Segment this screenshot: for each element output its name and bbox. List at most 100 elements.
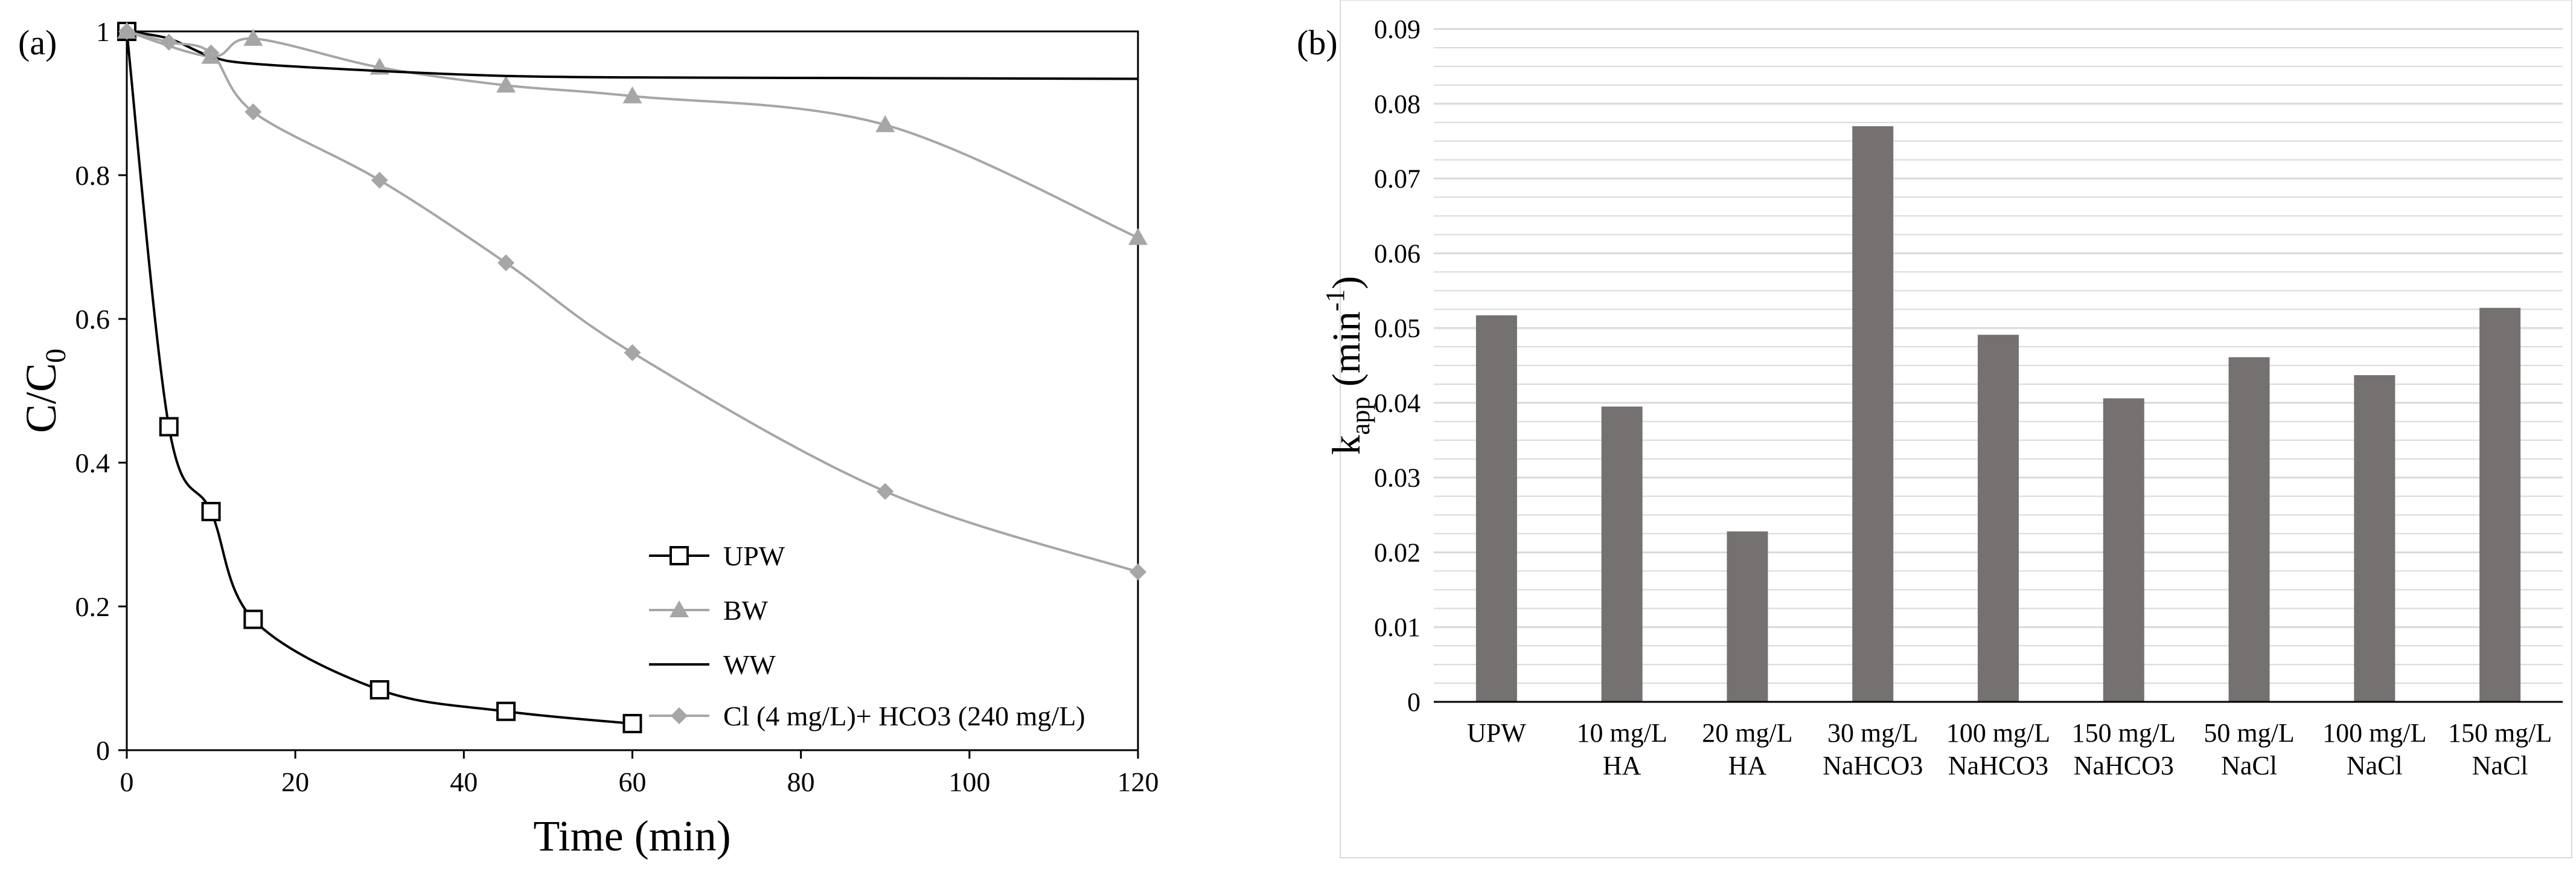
legend-bw-marker [670,600,689,617]
x-tick-label-40: 40 [450,766,478,797]
series-bw [117,22,1148,245]
x-category-line-10-mg-l-ha-0: 10 mg/L [1577,718,1667,748]
x-category-line-100-mg-l-nahco3-0: 100 mg/L [1946,718,2050,748]
series-cl-4-mg-l-hco3-240-mg-l [118,23,1146,580]
legend-item-ww: WW [649,649,776,680]
series-line-upw [126,31,633,725]
x-tick-label-0: 0 [120,766,134,797]
series-line-ww [126,30,1139,80]
y-tick-label-4: 0.8 [75,160,110,191]
x-category-line-20-mg-l-ha-0: 20 mg/L [1702,718,1792,748]
y-tick-label-b-5: 0.05 [1374,313,1421,343]
x-category-line-20-mg-l-ha-1: HA [1728,751,1767,780]
bar-150-mg-l-nahco3 [2103,398,2144,702]
x-tick-label-20: 20 [281,766,309,797]
panel-a-x-axis-title: Time (min) [533,812,730,860]
x-category-line-150-mg-l-nacl-0: 150 mg/L [2448,718,2552,748]
series-line-bw [126,30,1139,239]
legend-clhco3-marker [671,707,688,724]
bar-50-mg-l-nacl [2228,357,2270,702]
y-tick-label-0: 0 [96,735,110,766]
panel-b-y-axis-title-exp: -1 [1320,289,1350,312]
x-category-line-150-mg-l-nahco3-0: 150 mg/L [2072,718,2176,748]
panel-b-y-axis-title-close: ) [1325,276,1369,289]
series-upw [117,22,642,733]
series-line-cl-4-mg-l-hco3-240-mg-l [126,30,1139,573]
bar-100-mg-l-nacl [2354,375,2395,702]
x-category-line-10-mg-l-ha-1: HA [1603,751,1641,780]
point-upw-60 [622,713,642,733]
point-bw-15 [243,28,263,46]
panel-a-y-axis-title-sub: 0 [40,349,72,363]
x-category-label-10-mg-l-ha: 10 mg/L HA [1577,718,1667,780]
y-tick-label-b-0: 0 [1407,687,1421,717]
point-cl-4-mg-l-hco3-240-mg-l-5 [160,33,177,51]
point-cl-4-mg-l-hco3-240-mg-l-10 [202,44,220,62]
x-category-line-upw-0: UPW [1467,718,1526,748]
panel-a-ticks: 0 20 40 60 80 100 120 0 0.2 0.4 0.6 0.8 1 [75,16,1159,797]
panel-a: (a) 0 20 40 60 80 100 120 0 0.2 0.4 0.6 0.8 1 Time (… [17,16,1159,860]
panel-a-y-axis-title: C/C0 [17,349,72,433]
bar-30-mg-l-nahco3 [1852,126,1894,702]
panel-a-plot-frame [126,30,1139,751]
point-cl-4-mg-l-hco3-240-mg-l-60 [624,344,641,361]
y-tick-label-b-3: 0.03 [1374,463,1421,493]
legend-item-upw: UPW [649,541,785,571]
x-category-label-100-mg-l-nahco3: 100 mg/L NaHCO3 [1946,718,2050,780]
point-cl-4-mg-l-hco3-240-mg-l-45 [497,254,515,272]
panel-b-y-axis-title-main: k [1325,435,1369,455]
panel-b-y-axis-title-unit: (min [1325,311,1369,396]
bar-150-mg-l-nacl [2479,307,2521,702]
y-tick-label-3: 0.6 [75,304,110,335]
series-ww [126,30,1139,80]
panel-a-legend: UPW BW WW Cl (4 mg/L)+ HCO3 (240 mg/L) [649,541,1085,731]
legend-upw-marker [670,546,689,565]
point-bw-60 [622,86,642,104]
point-cl-4-mg-l-hco3-240-mg-l-90 [877,483,894,500]
point-bw-90 [875,115,895,132]
y-tick-label-1: 0.2 [75,591,110,622]
bar-20-mg-l-ha [1727,531,1768,702]
x-category-line-100-mg-l-nacl-0: 100 mg/L [2322,718,2426,748]
x-category-label-150-mg-l-nahco3: 150 mg/L NaHCO3 [2072,718,2176,780]
x-category-label-upw: UPW [1467,718,1526,748]
x-category-label-30-mg-l-nahco3: 30 mg/L NaHCO3 [1823,718,1923,780]
y-tick-label-b-4: 0.04 [1374,388,1421,418]
point-cl-4-mg-l-hco3-240-mg-l-15 [244,103,262,121]
x-category-label-50-mg-l-nacl: 50 mg/L NaCl [2204,718,2294,780]
y-tick-label-2: 0.4 [75,448,110,478]
legend-ww-label: WW [723,649,776,680]
point-cl-4-mg-l-hco3-240-mg-l-0 [118,23,135,40]
x-tick-label-80: 80 [787,766,815,797]
x-category-label-20-mg-l-ha: 20 mg/L HA [1702,718,1792,780]
y-tick-label-b-6: 0.06 [1374,239,1421,268]
y-tick-label-b-9: 0.09 [1374,14,1421,44]
x-category-line-30-mg-l-nahco3-0: 30 mg/L [1827,718,1918,748]
panel-a-label: (a) [18,23,57,62]
y-tick-label-5: 1 [96,16,110,47]
y-tick-label-b-2: 0.02 [1374,538,1421,567]
x-tick-label-60: 60 [619,766,647,797]
y-tick-label-b-1: 0.01 [1374,612,1421,642]
x-category-line-30-mg-l-nahco3-1: NaHCO3 [1823,751,1923,780]
y-tick-label-b-8: 0.08 [1374,89,1421,119]
panel-b-y-axis-title-sub: app [1346,397,1375,435]
point-upw-45 [496,701,516,721]
panel-b: (b) 0 0.01 0.02 0.03 0.04 0.05 0.06 0.07 0.08 0.0… [1297,0,2572,858]
point-upw-15 [243,609,263,629]
x-category-line-50-mg-l-nacl-0: 50 mg/L [2204,718,2294,748]
x-category-line-150-mg-l-nacl-1: NaCl [2472,751,2528,780]
legend-item-clhco3: Cl (4 mg/L)+ HCO3 (240 mg/L) [649,701,1085,731]
x-category-line-100-mg-l-nahco3-1: NaHCO3 [1948,751,2048,780]
panel-b-y-axis-title: kapp (min-1) [1320,276,1375,455]
x-tick-label-120: 120 [1117,766,1159,797]
panel-b-plot-frame [1340,0,2572,858]
panel-a-y-axis-title-main: C/C [17,363,65,433]
point-upw-10 [201,501,221,521]
panel-b-label: (b) [1297,23,1338,62]
legend-item-bw: BW [649,595,769,626]
point-upw-5 [159,417,179,437]
panel-b-bars [1475,126,2521,702]
